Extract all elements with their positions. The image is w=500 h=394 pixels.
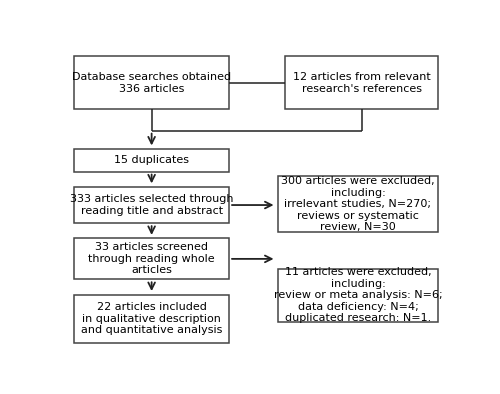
FancyBboxPatch shape — [74, 149, 229, 172]
Text: 11 articles were excluded,
including:
review or meta analysis: N=6;
data deficie: 11 articles were excluded, including: re… — [274, 267, 442, 323]
FancyBboxPatch shape — [74, 295, 229, 343]
Text: 300 articles were excluded,
including:
irrelevant studies, N=270;
reviews or sys: 300 articles were excluded, including: i… — [281, 176, 435, 232]
Text: 33 articles screened
through reading whole
articles: 33 articles screened through reading who… — [88, 242, 215, 275]
Text: Database searches obtained
336 articles: Database searches obtained 336 articles — [72, 72, 231, 94]
FancyBboxPatch shape — [286, 56, 438, 110]
Text: 333 articles selected through
reading title and abstract: 333 articles selected through reading ti… — [70, 194, 234, 216]
Text: 12 articles from relevant
research's references: 12 articles from relevant research's ref… — [293, 72, 430, 94]
FancyBboxPatch shape — [278, 269, 438, 322]
FancyBboxPatch shape — [74, 187, 229, 223]
FancyBboxPatch shape — [74, 238, 229, 279]
Text: 15 duplicates: 15 duplicates — [114, 155, 189, 165]
FancyBboxPatch shape — [278, 176, 438, 232]
Text: 22 articles included
in qualitative description
and quantitative analysis: 22 articles included in qualitative desc… — [81, 302, 223, 335]
FancyBboxPatch shape — [74, 56, 229, 110]
